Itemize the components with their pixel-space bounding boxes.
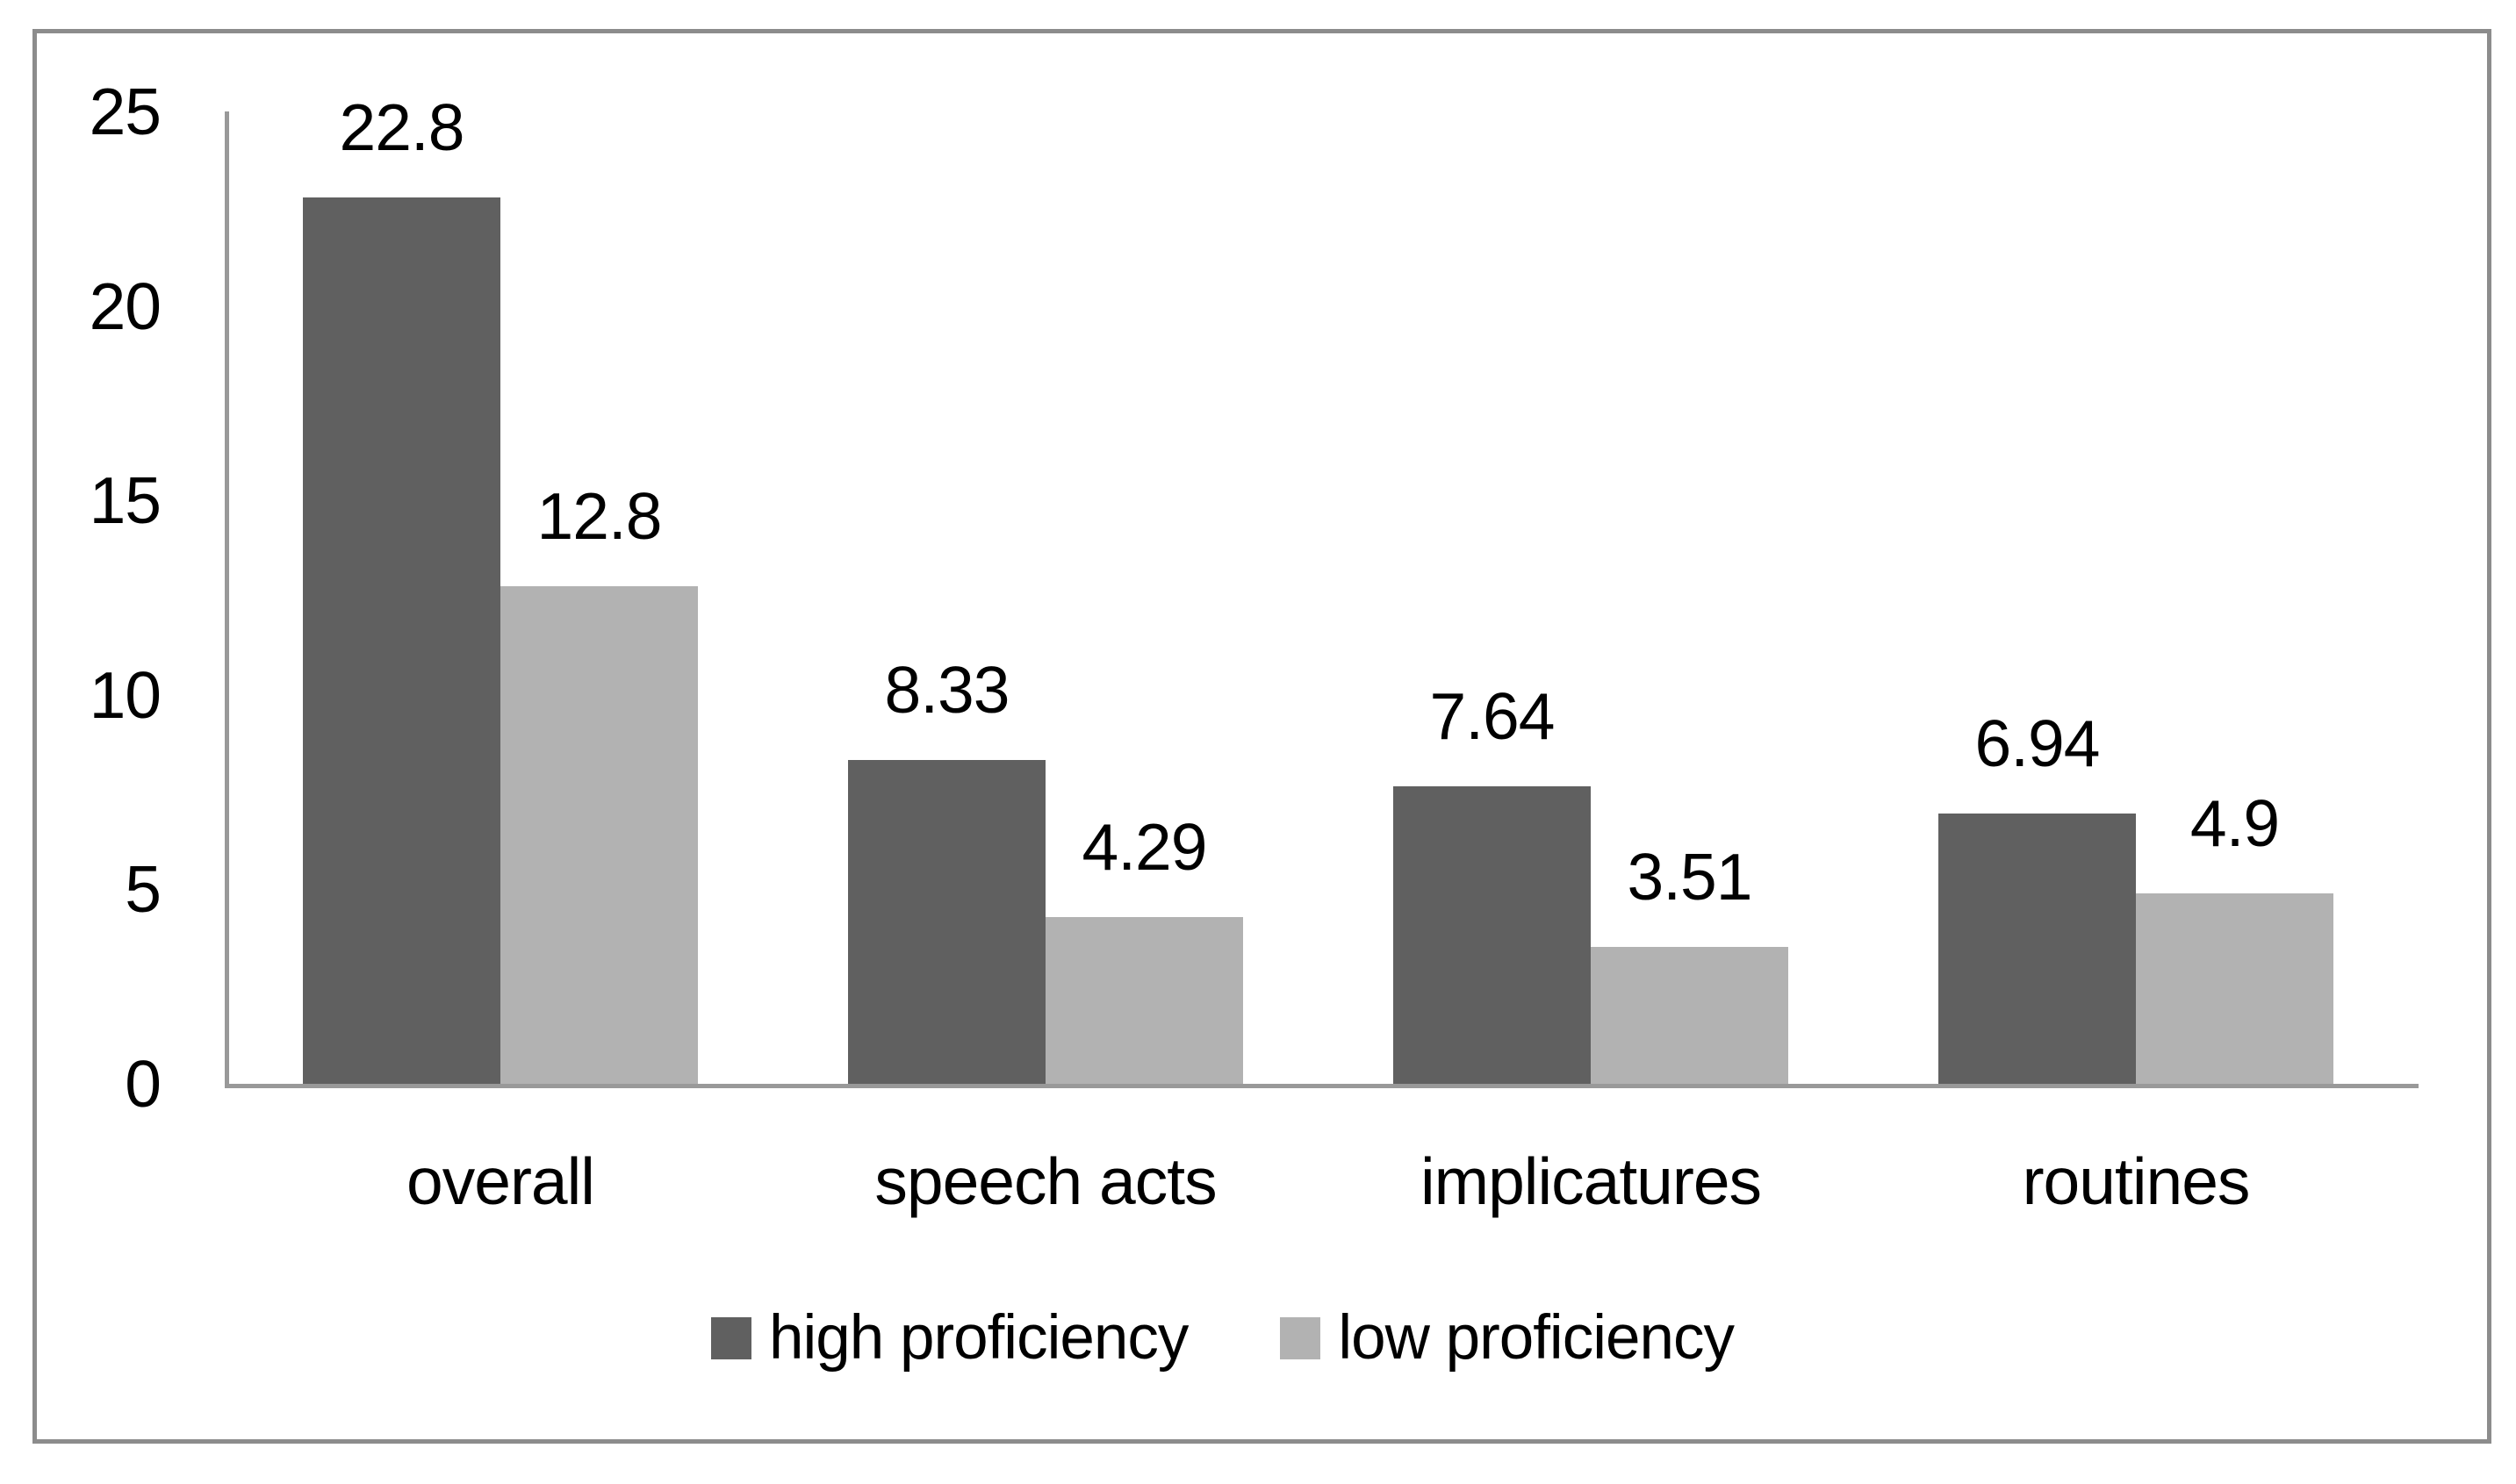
bar-value-label: 8.33 [884, 652, 1010, 727]
y-axis-line [225, 111, 229, 1088]
legend-swatch-icon [711, 1316, 751, 1359]
legend-label: low proficiency [1338, 1303, 1735, 1373]
bar-low-proficiency [500, 585, 698, 1084]
bar-high-proficiency [303, 197, 500, 1084]
bar-high-proficiency [1938, 814, 2136, 1084]
category-label: speech acts [874, 1144, 1217, 1218]
bar-value-label: 6.94 [1974, 706, 2101, 781]
y-tick-label: 5 [125, 852, 162, 927]
bar-high-proficiency [848, 759, 1046, 1084]
category-label: implicatures [1420, 1144, 1762, 1218]
legend-label: high proficiency [769, 1303, 1189, 1373]
bar-value-label: 3.51 [1627, 840, 1753, 914]
bar-value-label: 4.9 [2189, 785, 2280, 860]
y-tick-label: 15 [89, 463, 162, 538]
bar-value-label: 7.64 [1429, 679, 1556, 754]
bar-low-proficiency [1046, 916, 1243, 1084]
y-tick-label: 10 [89, 657, 162, 732]
category-label: overall [406, 1144, 595, 1218]
y-tick-label: 20 [89, 269, 162, 343]
legend-entry: low proficiency [1280, 1302, 1735, 1373]
legend: high proficiency low proficiency [711, 1302, 1735, 1373]
legend-swatch-icon [1280, 1316, 1321, 1359]
category-label: routines [2022, 1144, 2251, 1218]
bar-low-proficiency [2136, 893, 2333, 1084]
bar-value-label: 4.29 [1082, 809, 1208, 884]
bar-value-label: 12.8 [536, 478, 663, 553]
y-tick-label: 25 [89, 75, 162, 148]
bar-low-proficiency [1591, 947, 1788, 1084]
bar-high-proficiency [1393, 786, 1591, 1084]
bar-value-label: 22.8 [339, 90, 465, 164]
legend-entry: high proficiency [711, 1302, 1189, 1373]
y-tick-label: 0 [125, 1047, 162, 1121]
x-axis-line [225, 1084, 2419, 1088]
